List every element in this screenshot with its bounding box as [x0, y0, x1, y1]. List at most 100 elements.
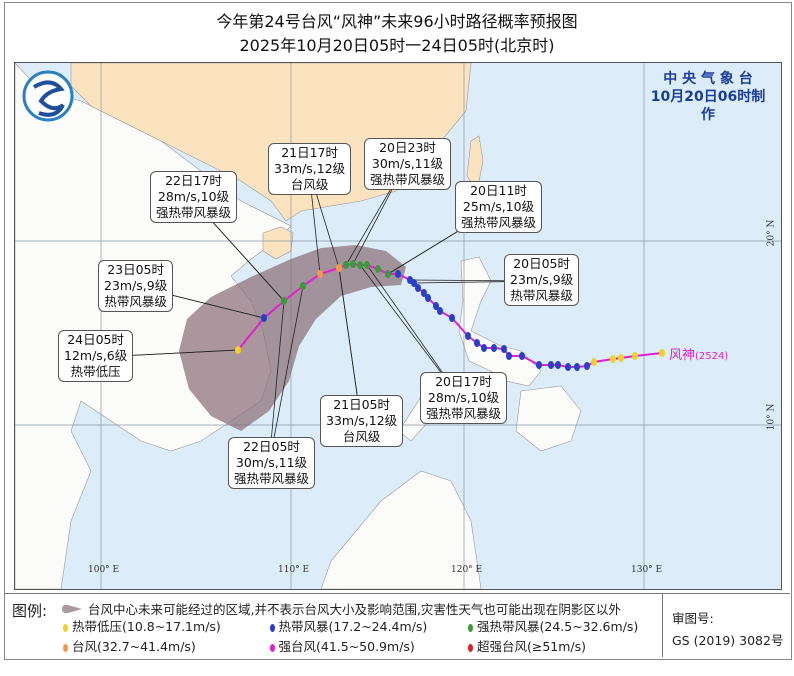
track-point-tropical-storm: [506, 352, 512, 360]
track-point-tropical-storm: [261, 314, 267, 322]
callout-wind: 30m/s,11级: [371, 156, 444, 171]
track-point-tropical-storm: [433, 302, 439, 310]
legend-cone-text: 台风中心未来可能经过的区域,并不表示台风大小及影响范围,灾害性天气也可能出现在阴…: [87, 602, 621, 617]
callout-time: 20日05时: [513, 256, 571, 271]
callout-time: 24日05时: [67, 332, 125, 347]
forecast-callout: 21日05时 33m/s,12级 台风级: [320, 395, 404, 447]
callout-level: 台风级: [290, 177, 329, 192]
track-point-severe-tropical-storm: [385, 270, 391, 278]
forecast-callout: 22日05时 30m/s,11级 强热带风暴级: [228, 437, 316, 489]
track-point-tropical-storm: [536, 361, 542, 369]
leader-line: [268, 300, 285, 465]
borneo-land: [320, 470, 482, 589]
legend-dot-icon: [468, 623, 473, 632]
track-point-severe-tropical-storm: [364, 261, 370, 269]
lon-label-100: 100° E: [88, 565, 120, 575]
callout-level: 热带风暴级: [104, 294, 167, 309]
track-point-tropical-depression: [591, 358, 597, 366]
track-point-tropical-depression: [235, 346, 241, 354]
callout-level: 台风级: [342, 429, 381, 444]
track-point-tropical-depression: [618, 354, 624, 362]
map-subtitle: 2025年10月20日05时一24日05时(北京时): [239, 36, 555, 55]
track-point-tropical-storm: [465, 332, 471, 340]
track-point-typhoon: [317, 270, 323, 278]
taiwan-island: [466, 135, 484, 192]
legend-item: 超强台风(≥51m/s): [468, 636, 586, 655]
review-number: GS (2019) 3082号: [672, 633, 784, 648]
track-points: [235, 260, 665, 371]
track-point-severe-tropical-storm: [350, 260, 356, 268]
callout-wind: 28m/s,10级: [427, 390, 500, 405]
callout-time: 23日05时: [107, 262, 165, 277]
forecast-callout: 20日11时 25m/s,10级 强热带风暴级: [455, 181, 543, 233]
legend-item-label: 强台风(41.5~50.9m/s): [278, 639, 415, 654]
probability-cone: [179, 245, 406, 431]
forecast-callout: 22日17时 28m/s,10级 强热带风暴级: [150, 171, 238, 223]
callout-wind: 33m/s,12级: [326, 413, 398, 428]
agency-name: 中 央 气 象 台: [663, 71, 753, 87]
track-point-tropical-depression: [659, 349, 665, 357]
forecast-callout: 20日05时 23m/s,9级 热带风暴级: [504, 254, 580, 306]
track-point-tropical-storm: [481, 344, 487, 352]
agency-stamp: 中 央 气 象 台 10月20日06时制作: [648, 70, 768, 124]
callout-level: 强热带风暴级: [461, 215, 537, 230]
legend-dot-icon: [63, 623, 68, 632]
track-point-severe-tropical-storm: [375, 265, 381, 273]
callout-time: 21日05时: [333, 397, 390, 412]
legend-item: 台风(32.7~41.4m/s): [63, 636, 196, 655]
track-point-typhoon: [336, 264, 342, 272]
callout-time: 20日17时: [435, 374, 492, 389]
cone-swatch-icon: [62, 604, 82, 614]
legend-cone: 台风中心未来可能经过的区域,并不表示台风大小及影响范围,灾害性天气也可能出现在阴…: [60, 599, 621, 618]
forecast-callout: 23日05时 23m/s,9级 热带风暴级: [98, 260, 174, 312]
review-label: 审图号:: [672, 611, 714, 626]
legend-item-label: 强热带风暴(24.5~32.6m/s): [477, 619, 639, 634]
legend: 图例: 台风中心未来可能经过的区域,并不表示台风大小及影响范围,灾害性天气也可能…: [4, 593, 790, 657]
lon-label-120: 120° E: [451, 565, 483, 575]
legend-divider: [662, 594, 663, 657]
forecast-callout: 20日23时 30m/s,11级 强热带风暴级: [364, 138, 452, 190]
callout-wind: 23m/s,9级: [104, 278, 168, 293]
track-point-tropical-storm: [395, 270, 401, 278]
callout-time: 20日11时: [470, 183, 527, 198]
lon-label-130: 130° E: [631, 565, 663, 575]
typhoon-name: 风神(2524): [669, 344, 728, 363]
callout-time: 20日23时: [379, 140, 436, 155]
callout-level: 强热带风暴级: [426, 406, 502, 421]
legend-item: 强台风(41.5~50.9m/s): [269, 636, 415, 655]
track-point-tropical-storm: [425, 294, 431, 302]
legend-item: 强热带风暴(24.5~32.6m/s): [468, 616, 638, 635]
track-point-tropical-storm: [548, 361, 554, 369]
figure-frame: [4, 2, 792, 660]
track-point-severe-tropical-storm: [343, 261, 349, 269]
legend-dot-icon: [269, 623, 275, 632]
legend-dot-icon: [269, 643, 275, 652]
callout-level: 强热带风暴级: [156, 205, 232, 220]
typhoon-name-text: 风神: [669, 348, 696, 363]
callout-wind: 12m/s,6级: [64, 348, 128, 363]
legend-title: 图例:: [12, 602, 48, 620]
legend-item-label: 超强台风(≥51m/s): [477, 639, 587, 654]
legend-dot-icon: [63, 643, 68, 652]
legend-dot-icon: [468, 643, 473, 652]
track-point-tropical-storm: [415, 284, 421, 292]
callout-level: 强热带风暴级: [370, 172, 446, 187]
forecast-callout: 21日17时 33m/s,12级 台风级: [268, 143, 352, 195]
callout-level: 强热带风暴级: [234, 471, 310, 486]
legend-item-label: 热带低压(10.8~17.1m/s): [72, 619, 221, 634]
callout-level: 热带风暴级: [510, 288, 573, 303]
callout-time: 22日05时: [243, 439, 300, 454]
legend-item-label: 热带风暴(17.2~24.4m/s): [278, 619, 428, 634]
lon-label-110: 110° E: [278, 565, 310, 575]
callout-wind: 30m/s,11级: [235, 455, 308, 470]
callout-wind: 33m/s,12级: [274, 161, 346, 176]
track-point-severe-tropical-storm: [281, 297, 287, 305]
callout-time: 22日17时: [165, 173, 222, 188]
cma-logo: [22, 70, 74, 122]
track-point-tropical-storm: [555, 361, 561, 369]
track-point-tropical-storm: [474, 339, 480, 347]
leader-line: [268, 285, 304, 465]
lat-label-10: 10° N: [766, 403, 777, 431]
track-point-tropical-depression: [632, 352, 638, 360]
track-point-tropical-storm: [574, 363, 580, 371]
